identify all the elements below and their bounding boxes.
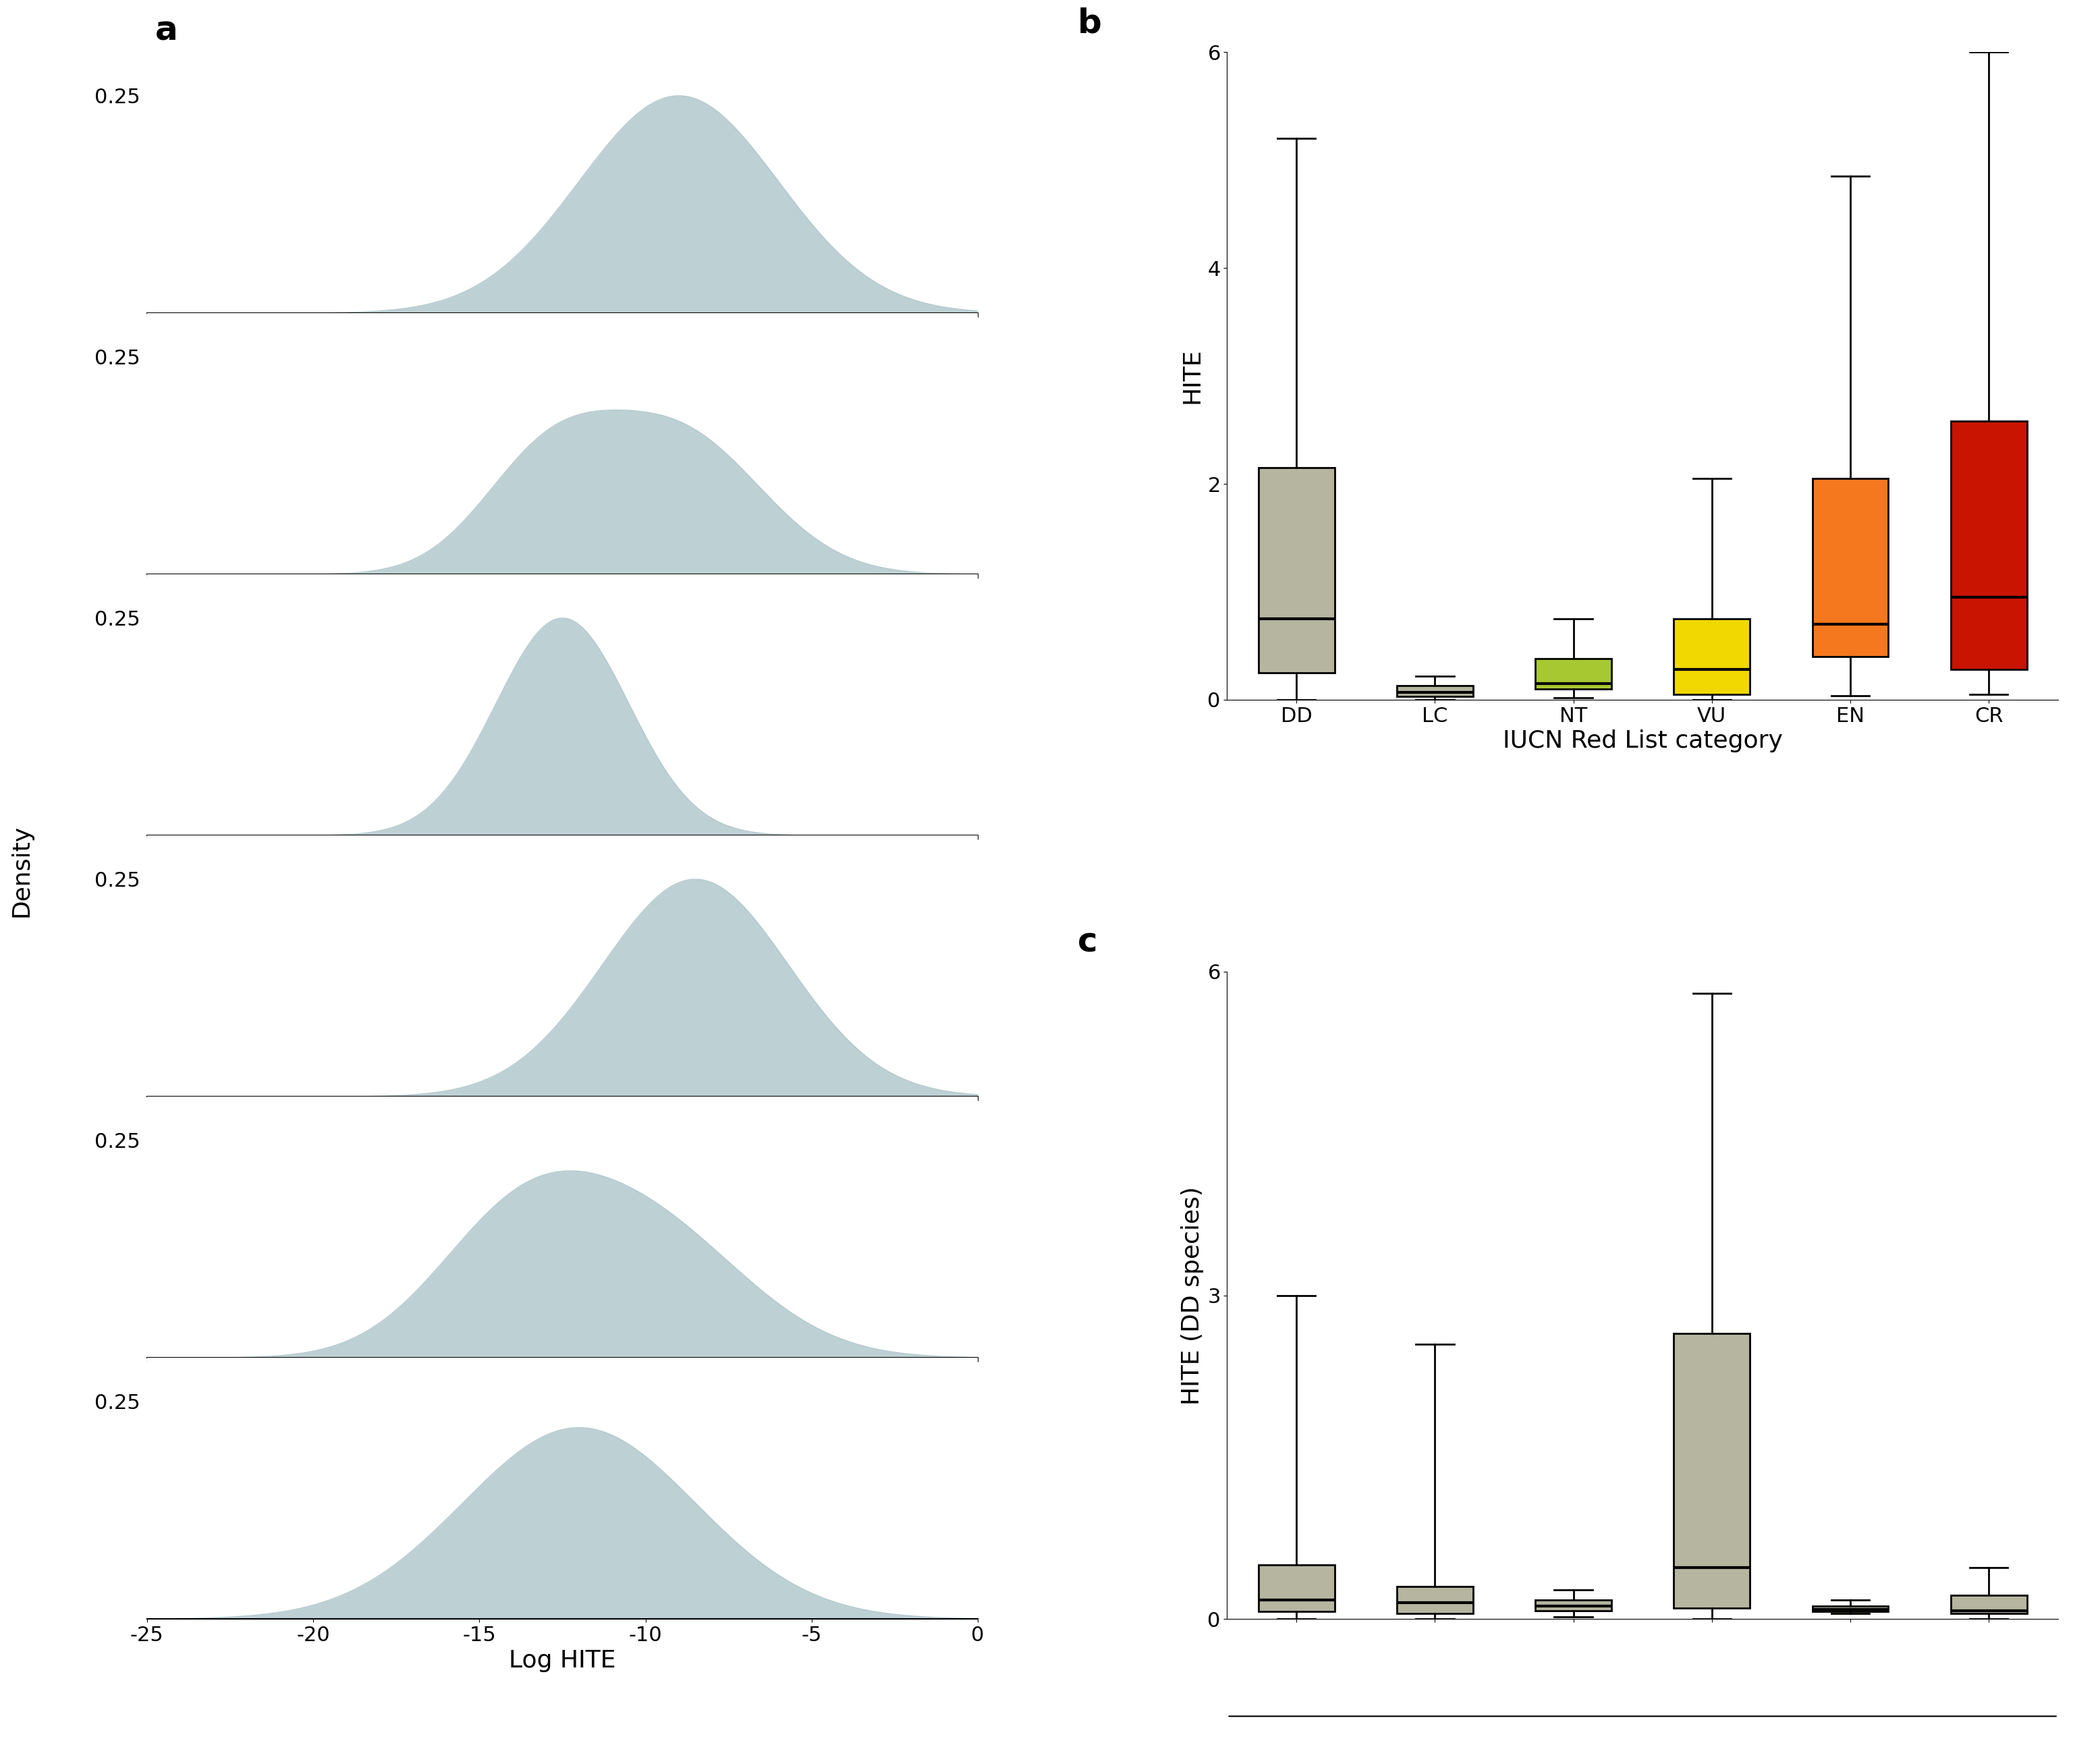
PathPatch shape <box>1396 686 1472 696</box>
PathPatch shape <box>1674 618 1749 695</box>
PathPatch shape <box>1812 1607 1888 1612</box>
Y-axis label: HITE: HITE <box>1180 348 1203 404</box>
PathPatch shape <box>1258 1565 1334 1612</box>
X-axis label: IUCN Red List category: IUCN Red List category <box>1504 729 1783 752</box>
Text: c: c <box>1077 926 1098 959</box>
PathPatch shape <box>1396 1586 1472 1614</box>
PathPatch shape <box>1674 1334 1749 1609</box>
Text: b: b <box>1077 7 1102 40</box>
PathPatch shape <box>1812 479 1888 656</box>
PathPatch shape <box>1258 468 1334 672</box>
X-axis label: Log HITE: Log HITE <box>508 1649 615 1671</box>
PathPatch shape <box>1951 421 2026 670</box>
PathPatch shape <box>1535 1600 1611 1610</box>
Text: Density: Density <box>10 823 31 918</box>
PathPatch shape <box>1535 658 1611 689</box>
PathPatch shape <box>1951 1595 2026 1614</box>
Y-axis label: HITE (DD species): HITE (DD species) <box>1180 1186 1203 1405</box>
Text: a: a <box>155 14 178 47</box>
